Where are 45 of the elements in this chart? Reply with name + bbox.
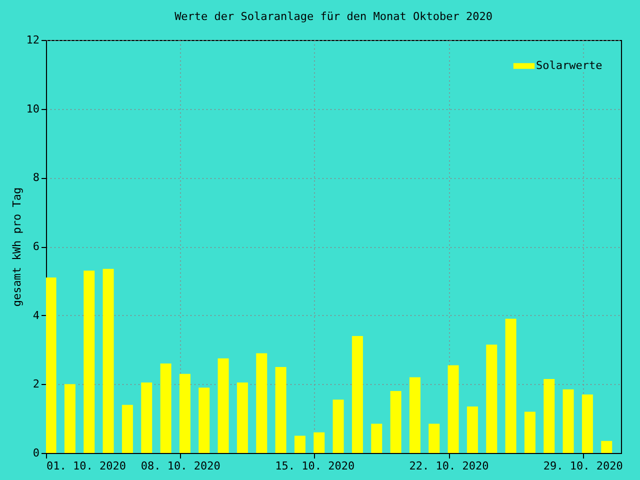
bar	[179, 374, 190, 453]
x-tick-label: 08. 10. 2020	[140, 460, 220, 472]
bar	[275, 366, 286, 453]
bar	[371, 424, 382, 453]
bar	[294, 436, 306, 453]
y-axis-title: gesamt kWh pro Tag	[10, 187, 24, 307]
bar	[352, 336, 363, 453]
bar	[141, 382, 152, 453]
bar	[486, 344, 498, 453]
y-tick-label: 8	[32, 171, 40, 184]
bar	[544, 379, 555, 453]
y-tick-label: 4	[32, 308, 40, 322]
bar	[505, 318, 516, 453]
x-tick-label: 01. 10. 2020	[46, 460, 126, 472]
legend-label: Solarwerte	[536, 59, 602, 72]
x-tick-label: 22. 10. 2020	[409, 460, 489, 472]
x-tick-label: 15. 10. 2020	[275, 460, 355, 472]
bar	[409, 377, 420, 453]
bar	[236, 382, 248, 453]
x-tick-label: 29. 10. 2020	[543, 460, 623, 472]
y-tick-label: 6	[32, 240, 40, 253]
bar	[390, 391, 402, 453]
bar	[160, 364, 172, 453]
bar	[314, 432, 325, 453]
bar	[601, 440, 612, 453]
bar	[524, 412, 536, 453]
bar	[102, 268, 114, 453]
bar	[122, 404, 133, 453]
bar	[582, 394, 593, 453]
bar	[428, 424, 440, 453]
bar	[562, 389, 574, 453]
y-tick-label: 10	[26, 102, 40, 116]
y-tick-label: 0	[32, 446, 40, 460]
bar	[332, 400, 344, 453]
bar	[448, 365, 459, 453]
bar	[198, 388, 210, 453]
y-tick-label: 12	[26, 34, 40, 46]
bar	[46, 277, 56, 453]
bar	[466, 406, 478, 453]
bar	[64, 384, 76, 453]
y-tick-label: 2	[32, 378, 40, 391]
bar	[218, 358, 229, 453]
chart-title: Werte der Solaranlage für den Monat Oktober 2020	[174, 10, 492, 23]
bar	[84, 270, 95, 453]
bar	[256, 353, 268, 453]
